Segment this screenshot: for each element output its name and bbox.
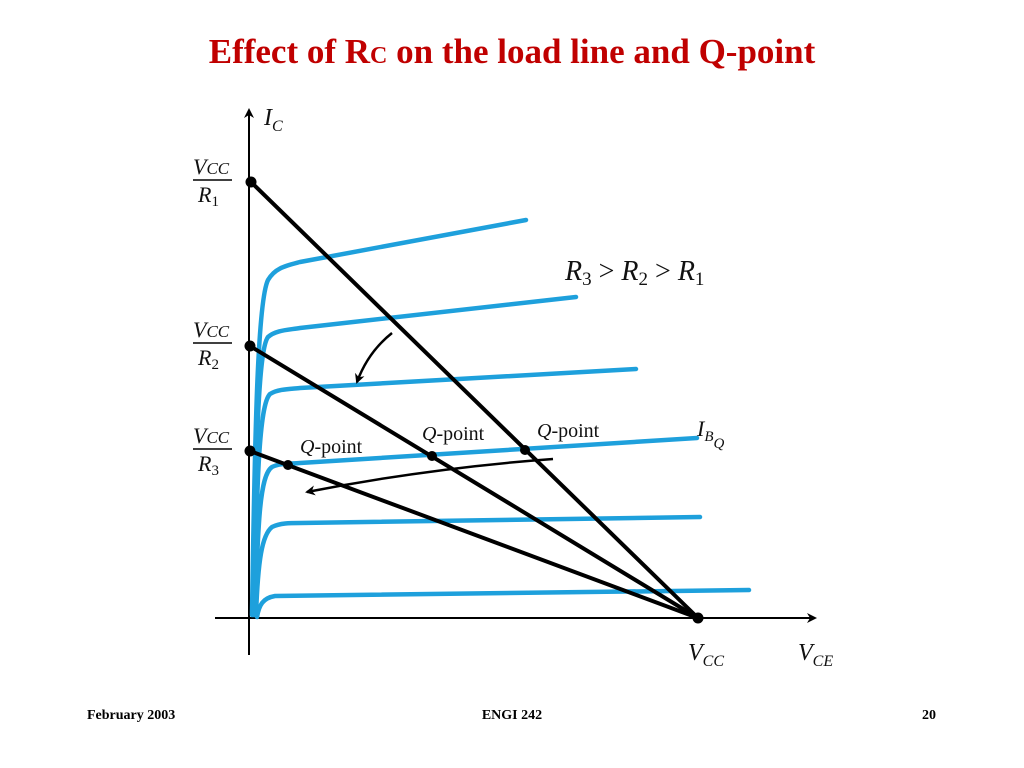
slide-number: 20 [922, 708, 936, 723]
curved-arrow-icon [355, 332, 393, 384]
qpoint-dot-r1 [520, 445, 530, 455]
intercept-label-r1: VCC R1 [193, 154, 232, 210]
intercept-label-r3: VCC R3 [193, 423, 232, 479]
footer-date: February 2003 [87, 708, 176, 723]
resistance-relation: R3 > R2 > R1 [564, 256, 704, 290]
x-axis-label: VCE [798, 640, 833, 670]
intercept-dot-r3 [244, 445, 256, 457]
qpoint-label-r1: Q-point [537, 420, 600, 442]
load-line-r3 [248, 449, 700, 620]
qpoint-label-r3: Q-point [300, 436, 363, 458]
svg-text:R1: R1 [197, 182, 219, 210]
title-text-rest: on the load line and Q-point [387, 32, 816, 71]
footer-course: ENGI 242 [481, 708, 543, 723]
title-subscript: C [370, 43, 388, 69]
qpoint-label-r2: Q-point [422, 423, 485, 445]
svg-text:VCC: VCC [193, 423, 230, 448]
intercept-label-r2: VCC R2 [193, 317, 232, 373]
qpoint-shift-arrow-icon [305, 457, 554, 496]
qpoint-dot-r3 [283, 460, 293, 470]
vcc-label: VCC [688, 640, 724, 670]
title-text: Effect of R [208, 32, 371, 71]
slide-title: Effect of RC on the load line and Q-poin… [0, 32, 1024, 72]
svg-text:VCC: VCC [193, 317, 230, 342]
characteristic-curve [254, 587, 752, 620]
characteristic-curve-ibq [252, 435, 700, 618]
svg-text:VCC: VCC [193, 154, 230, 179]
svg-text:R3: R3 [197, 451, 219, 479]
ibq-label: IBQ [696, 416, 725, 452]
characteristic-curve [249, 217, 529, 618]
intercept-dot-r1 [245, 176, 257, 188]
load-line-r2 [248, 344, 700, 620]
y-axis-label: IC [263, 105, 283, 135]
characteristic-curve [251, 366, 639, 618]
qpoint-dot-r2 [427, 451, 437, 461]
vcc-dot [692, 612, 704, 624]
load-line-r1 [249, 180, 700, 620]
intercept-dot-r2 [244, 340, 256, 352]
svg-text:R2: R2 [197, 345, 219, 373]
characteristic-curve [253, 514, 703, 618]
